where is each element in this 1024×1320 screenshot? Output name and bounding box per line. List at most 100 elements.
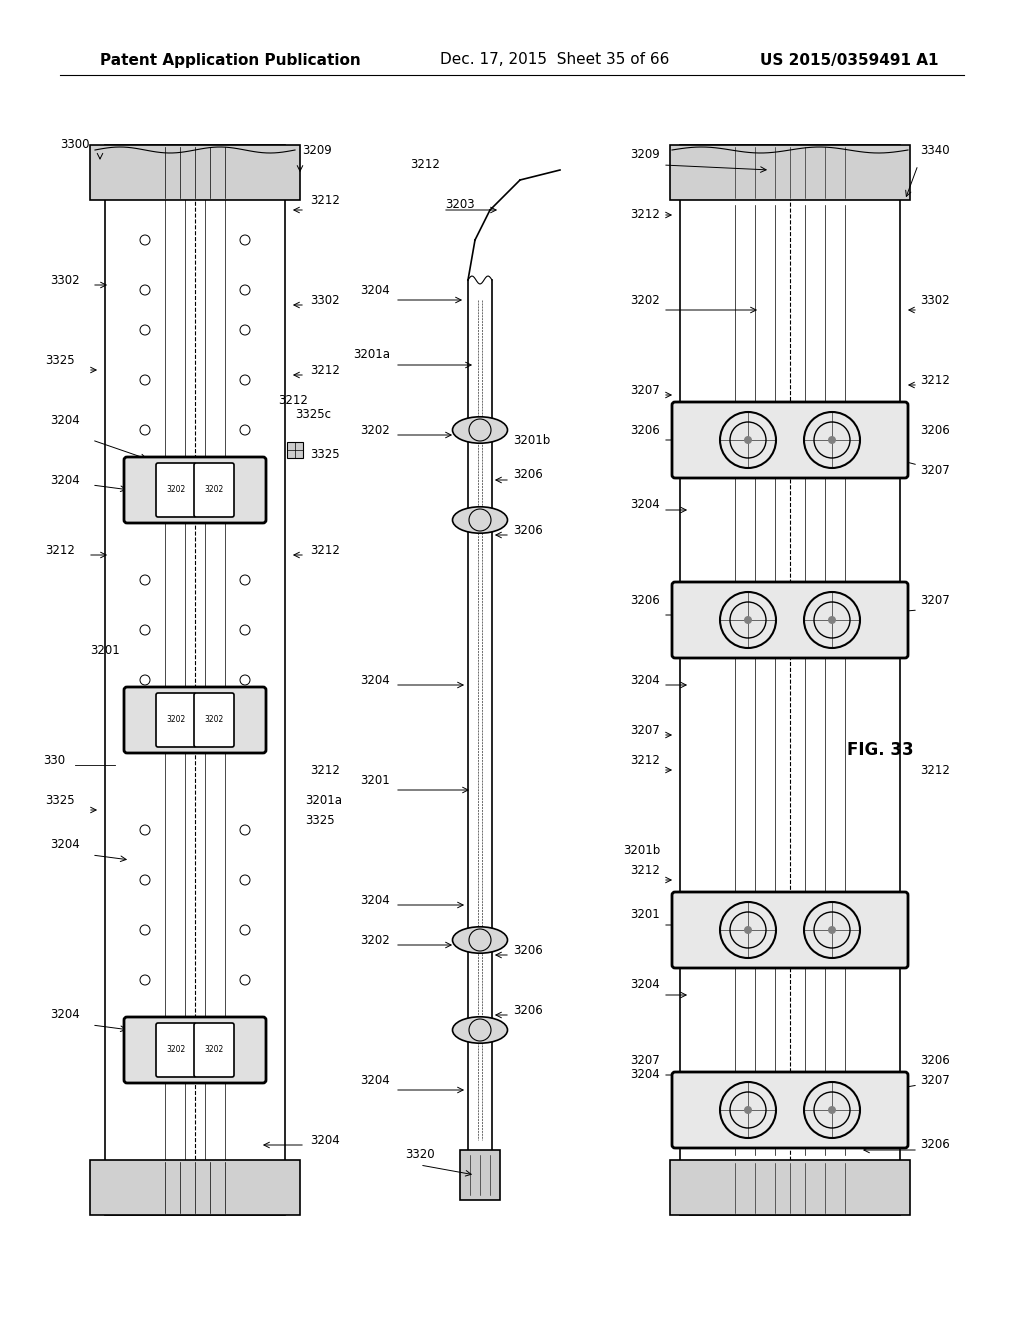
Text: 3212: 3212: [310, 544, 340, 557]
Text: 3206: 3206: [513, 1003, 543, 1016]
Text: 3325: 3325: [45, 354, 75, 367]
Text: 3201: 3201: [360, 774, 390, 787]
Text: 3204: 3204: [360, 1073, 390, 1086]
Text: 3204: 3204: [310, 1134, 340, 1147]
Text: 3212: 3212: [411, 158, 440, 172]
FancyBboxPatch shape: [124, 457, 266, 523]
FancyBboxPatch shape: [124, 686, 266, 752]
Text: 3204: 3204: [630, 673, 660, 686]
Text: 3202: 3202: [205, 715, 223, 725]
Text: 3212: 3212: [278, 393, 308, 407]
Text: 3201a: 3201a: [305, 793, 342, 807]
Text: 3206: 3206: [920, 424, 949, 437]
FancyBboxPatch shape: [194, 463, 234, 517]
FancyBboxPatch shape: [156, 463, 196, 517]
Text: 3206: 3206: [513, 469, 543, 482]
Text: 3212: 3212: [630, 209, 660, 222]
Text: Patent Application Publication: Patent Application Publication: [100, 53, 360, 67]
Ellipse shape: [453, 1016, 508, 1043]
Text: 3300: 3300: [60, 139, 90, 152]
FancyBboxPatch shape: [194, 693, 234, 747]
Text: 3204: 3204: [360, 673, 390, 686]
Text: 3202: 3202: [360, 424, 390, 437]
Text: 3207: 3207: [630, 1053, 660, 1067]
Text: 3302: 3302: [310, 293, 340, 306]
Text: 3325: 3325: [310, 449, 340, 462]
Text: 3201: 3201: [90, 644, 120, 656]
Circle shape: [744, 1106, 752, 1114]
Text: Dec. 17, 2015  Sheet 35 of 66: Dec. 17, 2015 Sheet 35 of 66: [440, 53, 670, 67]
Text: 3204: 3204: [360, 284, 390, 297]
Text: 3325: 3325: [305, 813, 335, 826]
Text: 3204: 3204: [360, 894, 390, 907]
Text: 3302: 3302: [50, 273, 80, 286]
Bar: [460, 1150, 500, 1200]
Text: 3212: 3212: [630, 863, 660, 876]
Text: 3325c: 3325c: [295, 408, 331, 421]
Text: 3207: 3207: [630, 723, 660, 737]
Text: 3202: 3202: [166, 486, 185, 495]
Text: 3204: 3204: [630, 978, 660, 991]
Text: 3340: 3340: [920, 144, 949, 157]
Text: 3202: 3202: [166, 1045, 185, 1055]
Circle shape: [828, 1106, 836, 1114]
Text: 3204: 3204: [50, 474, 80, 487]
Text: 3212: 3212: [920, 374, 950, 387]
Circle shape: [828, 927, 836, 935]
Text: 3209: 3209: [302, 144, 332, 157]
Text: 3202: 3202: [630, 293, 660, 306]
Text: 3201a: 3201a: [353, 348, 390, 362]
Text: 3325: 3325: [45, 793, 75, 807]
Text: 3206: 3206: [920, 1138, 949, 1151]
Text: 3207: 3207: [920, 1073, 949, 1086]
FancyBboxPatch shape: [672, 403, 908, 478]
Text: 3320: 3320: [406, 1148, 434, 1162]
Ellipse shape: [453, 927, 508, 953]
Text: 3212: 3212: [310, 363, 340, 376]
Bar: [105, 145, 285, 1214]
Circle shape: [828, 616, 836, 624]
FancyBboxPatch shape: [672, 582, 908, 657]
Text: 3212: 3212: [920, 763, 950, 776]
Text: 3206: 3206: [513, 944, 543, 957]
Ellipse shape: [453, 507, 508, 533]
Text: 3207: 3207: [920, 463, 949, 477]
Text: 3209: 3209: [630, 149, 660, 161]
Bar: [90, 145, 300, 201]
Bar: [670, 145, 910, 201]
Text: 330: 330: [43, 754, 65, 767]
Text: 3212: 3212: [310, 194, 340, 206]
Bar: [680, 145, 900, 1214]
Text: 3202: 3202: [205, 486, 223, 495]
Text: 3207: 3207: [920, 594, 949, 606]
Bar: [670, 1160, 910, 1214]
Text: 3201b: 3201b: [623, 843, 660, 857]
Text: 3204: 3204: [50, 413, 80, 426]
FancyBboxPatch shape: [672, 892, 908, 968]
Circle shape: [828, 436, 836, 444]
FancyBboxPatch shape: [124, 1016, 266, 1082]
Text: 3201: 3201: [630, 908, 660, 921]
Text: 3206: 3206: [630, 424, 660, 437]
Text: 3204: 3204: [50, 1008, 80, 1022]
Circle shape: [744, 436, 752, 444]
FancyBboxPatch shape: [672, 1072, 908, 1148]
FancyBboxPatch shape: [156, 693, 196, 747]
Circle shape: [744, 616, 752, 624]
Text: 3202: 3202: [166, 715, 185, 725]
Bar: [287, 442, 303, 458]
Text: 3204: 3204: [50, 838, 80, 851]
Text: 3202: 3202: [205, 1045, 223, 1055]
Text: 3206: 3206: [920, 1053, 949, 1067]
Text: 3202: 3202: [360, 933, 390, 946]
Text: 3207: 3207: [630, 384, 660, 396]
FancyBboxPatch shape: [156, 1023, 196, 1077]
Ellipse shape: [453, 417, 508, 444]
Circle shape: [744, 927, 752, 935]
Text: 3206: 3206: [513, 524, 543, 536]
Bar: [90, 1160, 300, 1214]
Text: 3212: 3212: [45, 544, 75, 557]
Text: FIG. 33: FIG. 33: [847, 741, 913, 759]
Text: 3204: 3204: [630, 1068, 660, 1081]
Text: 3204: 3204: [630, 499, 660, 511]
